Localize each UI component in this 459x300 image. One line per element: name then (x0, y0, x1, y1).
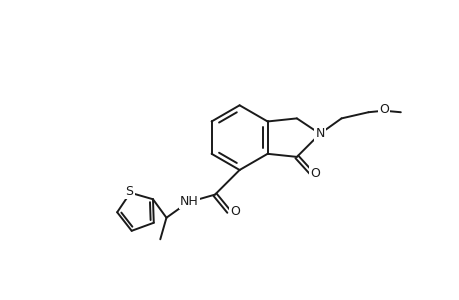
Text: O: O (230, 205, 240, 218)
Text: NH: NH (180, 195, 198, 208)
Text: O: O (310, 167, 319, 180)
Text: O: O (378, 103, 388, 116)
Text: N: N (314, 127, 324, 140)
Text: S: S (125, 185, 133, 199)
